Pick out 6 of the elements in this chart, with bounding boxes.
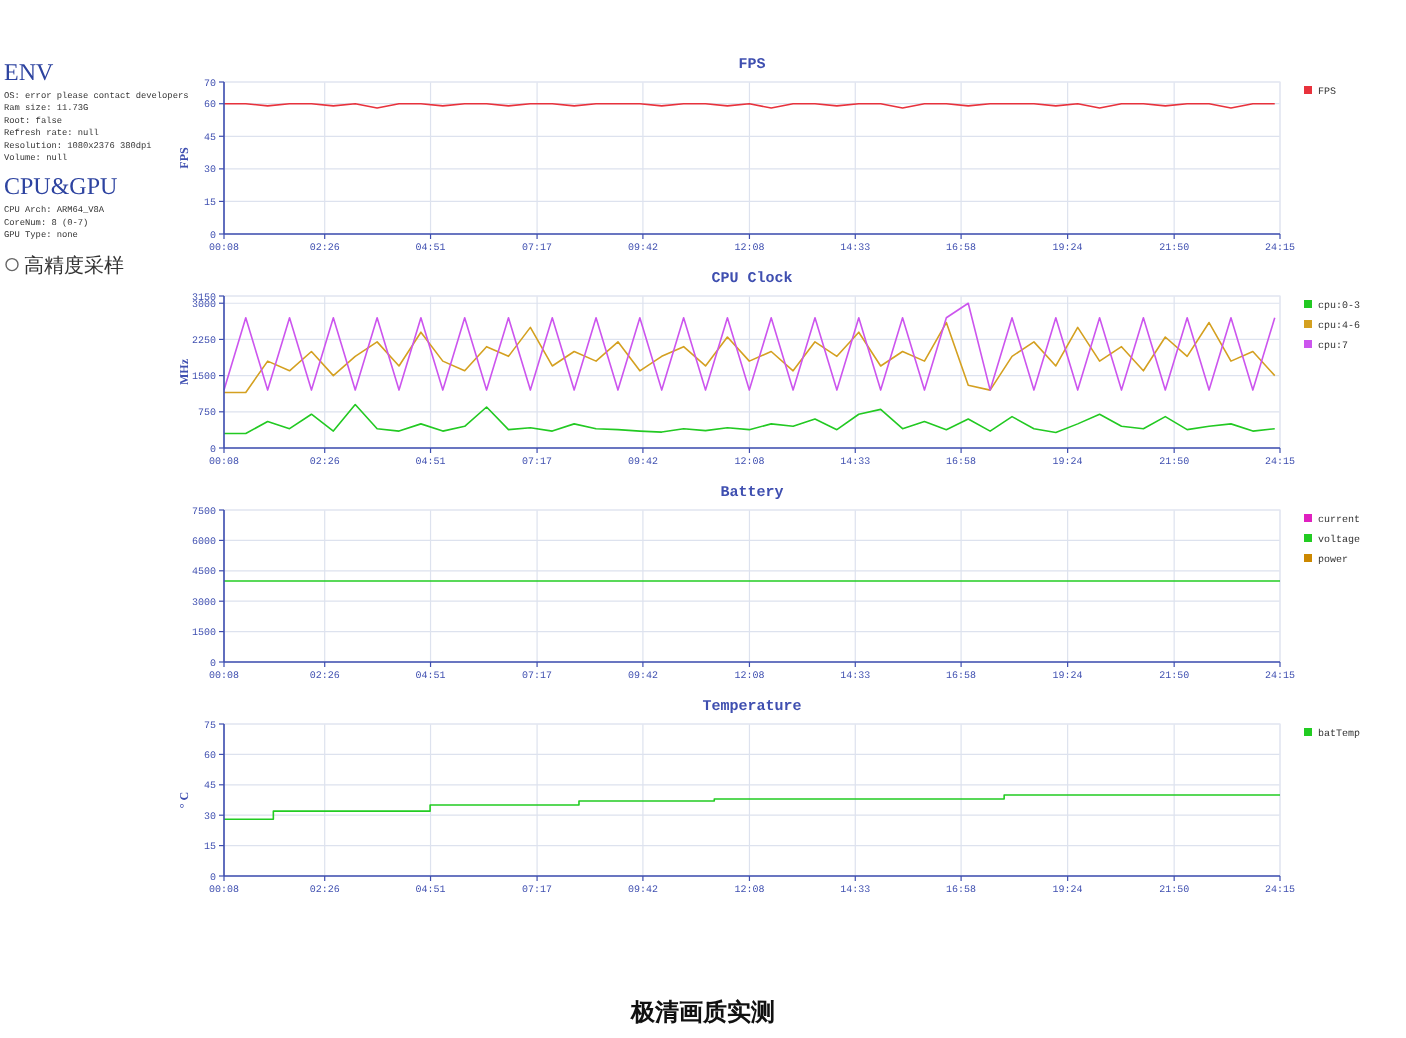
text: CPU&GPU (4, 172, 119, 201)
text: 高精度采样 (24, 253, 124, 278)
line-series (223, 321, 1276, 394)
text: ENV (4, 58, 54, 86)
line-series (223, 403, 1276, 435)
text: 极清画质实测 (629, 998, 775, 1026)
